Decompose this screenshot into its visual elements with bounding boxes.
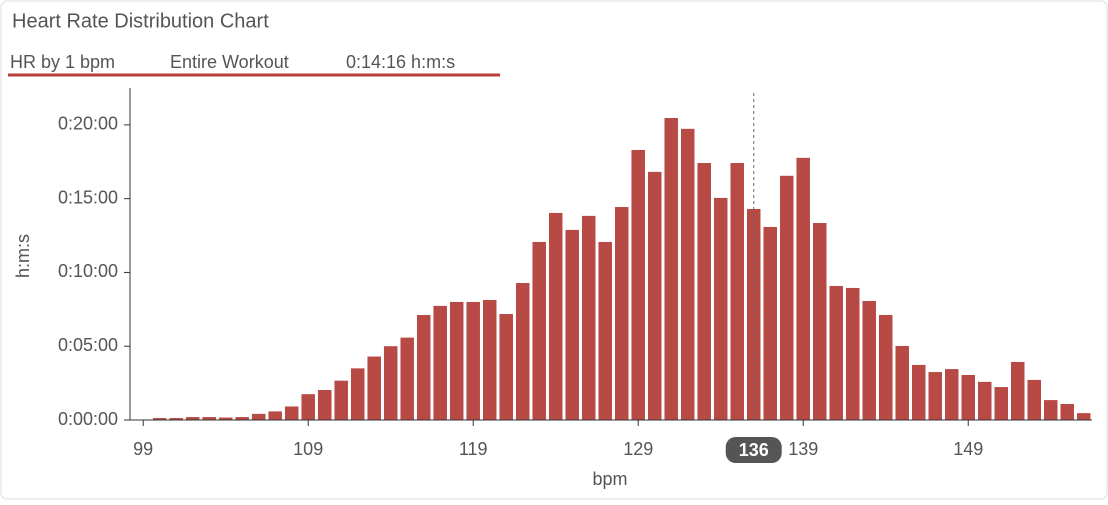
bar <box>367 356 381 420</box>
bar <box>433 305 447 420</box>
bar <box>169 418 183 420</box>
x-axis-label: bpm <box>592 469 627 489</box>
bar <box>284 406 299 420</box>
bar <box>449 301 464 420</box>
bar <box>829 285 843 420</box>
y-tick-label: 0:15:00 <box>58 187 118 207</box>
bar <box>779 175 794 420</box>
bar <box>350 368 365 420</box>
bar <box>218 417 233 420</box>
chart-title: Heart Rate Distribution Chart <box>12 10 269 32</box>
bar <box>1027 379 1041 420</box>
bar <box>713 197 728 420</box>
bar <box>911 364 926 420</box>
bar <box>499 314 513 420</box>
x-tick-label: 109 <box>293 439 323 459</box>
bar <box>268 411 282 420</box>
subtitle: 0:14:16 h:m:s <box>346 52 455 72</box>
bar <box>928 372 942 420</box>
bar <box>763 226 777 420</box>
bar <box>647 171 662 420</box>
bar <box>878 314 893 420</box>
bar <box>812 223 827 420</box>
y-tick-label: 0:10:00 <box>58 261 118 281</box>
x-tick-label: 129 <box>623 439 653 459</box>
bar <box>301 394 315 420</box>
bar <box>730 163 744 421</box>
y-tick-label: 0:00:00 <box>58 409 118 429</box>
bar <box>251 413 266 420</box>
bar <box>548 212 563 420</box>
bar <box>994 387 1008 420</box>
bar <box>697 163 711 421</box>
bar <box>845 287 860 420</box>
bar <box>416 314 431 420</box>
bar <box>532 241 546 420</box>
subtitle: HR by 1 bpm <box>10 52 115 72</box>
marker-badge <box>725 437 782 463</box>
bar <box>977 381 992 420</box>
bar <box>862 300 876 420</box>
x-tick-label: 119 <box>459 439 488 459</box>
bar <box>961 374 975 420</box>
y-tick-label: 0:20:00 <box>58 114 118 134</box>
x-tick-label: 149 <box>953 439 983 459</box>
bar <box>944 369 959 420</box>
bar <box>1010 361 1025 420</box>
subtitle: Entire Workout <box>170 52 289 72</box>
bar <box>664 118 678 420</box>
bar <box>202 417 216 420</box>
bar <box>631 149 645 420</box>
x-tick-label: 139 <box>788 439 818 459</box>
bar <box>515 283 530 420</box>
bar <box>317 389 332 420</box>
y-axis-label: h:m:s <box>13 234 33 278</box>
bar <box>614 207 629 420</box>
bar <box>235 417 249 420</box>
bar <box>185 417 200 420</box>
bar <box>400 337 414 420</box>
bar <box>598 241 612 420</box>
bar <box>1043 400 1058 420</box>
bar <box>1060 404 1074 420</box>
bar <box>796 157 810 420</box>
bar <box>746 208 761 420</box>
bar <box>152 418 167 420</box>
bar <box>482 299 497 420</box>
bar <box>383 346 398 420</box>
bar <box>565 229 579 420</box>
bar <box>1076 413 1091 420</box>
bar <box>581 215 596 420</box>
bar <box>895 345 909 420</box>
x-tick-label: 99 <box>133 439 153 459</box>
bar <box>334 380 348 420</box>
bar <box>466 301 480 420</box>
y-tick-label: 0:05:00 <box>58 335 118 355</box>
bar <box>680 128 695 420</box>
marker-label: 136 <box>739 440 769 460</box>
